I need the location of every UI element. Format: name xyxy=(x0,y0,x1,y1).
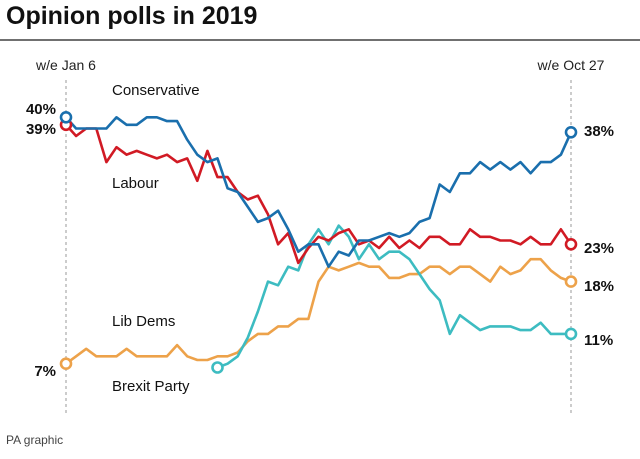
series-line-lib-dems xyxy=(64,257,573,365)
conservative-start-marker xyxy=(59,111,73,124)
series-lines xyxy=(64,116,573,369)
lib-dems-end-value: 18% xyxy=(584,278,614,295)
x-end-label: w/e Oct 27 xyxy=(537,57,605,73)
series-label-conservative: Conservative xyxy=(112,82,200,99)
x-start-label: w/e Jan 6 xyxy=(35,57,96,73)
series-markers xyxy=(59,111,578,374)
lib-dems-end-marker xyxy=(564,275,578,288)
conservative-start-value: 40% xyxy=(26,101,56,118)
lib-dems-start-value: 7% xyxy=(34,363,56,380)
series-line-conservative xyxy=(64,116,573,268)
source-credit: PA graphic xyxy=(6,433,63,447)
chart-title: Opinion polls in 2019 xyxy=(6,2,257,30)
conservative-end-value: 38% xyxy=(584,123,614,140)
brexit-party-end-value: 11% xyxy=(584,332,613,349)
lib-dems-start-marker xyxy=(59,357,73,371)
series-line-labour xyxy=(64,123,573,265)
labour-start-value: 39% xyxy=(26,121,56,138)
brexit-party-start-marker xyxy=(211,361,224,374)
series-label-brexit-party: Brexit Party xyxy=(112,378,190,395)
labour-end-value: 23% xyxy=(584,240,614,257)
labour-end-marker xyxy=(564,238,578,251)
conservative-end-marker xyxy=(564,126,578,139)
series-label-labour: Labour xyxy=(112,175,159,192)
series-label-lib-dems: Lib Dems xyxy=(112,313,175,330)
series-line-brexit-party xyxy=(216,224,573,369)
brexit-party-end-marker xyxy=(564,327,578,341)
